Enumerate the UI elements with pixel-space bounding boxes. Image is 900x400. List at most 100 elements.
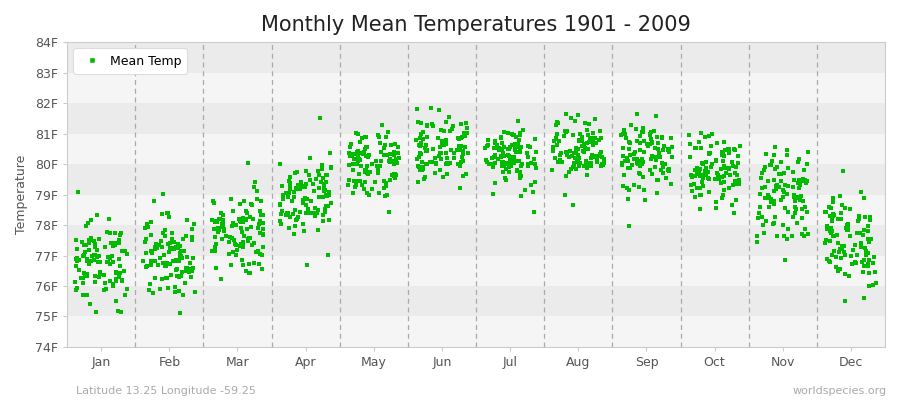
Point	[688, 194, 702, 200]
Point	[833, 265, 848, 272]
Point	[316, 174, 330, 181]
Point	[70, 284, 85, 291]
Point	[148, 244, 162, 250]
Point	[824, 230, 838, 236]
Point	[801, 230, 815, 237]
Point	[434, 150, 448, 156]
Point	[253, 250, 267, 257]
Point	[453, 162, 467, 169]
Point	[458, 132, 473, 139]
Point	[643, 140, 657, 147]
Point	[834, 216, 849, 222]
Point	[144, 218, 158, 225]
Point	[275, 192, 290, 198]
Point	[757, 230, 771, 236]
Point	[643, 131, 657, 137]
Point	[860, 261, 875, 267]
Point	[451, 161, 465, 167]
Point	[252, 220, 266, 227]
Point	[549, 135, 563, 141]
Point	[641, 142, 655, 149]
Point	[824, 216, 839, 223]
Point	[764, 199, 778, 205]
Point	[573, 131, 588, 137]
Point	[524, 160, 538, 167]
Point	[511, 158, 526, 164]
Point	[310, 210, 324, 216]
Point	[711, 172, 725, 178]
Point	[342, 162, 356, 168]
Point	[214, 236, 229, 242]
Point	[656, 170, 670, 176]
Point	[82, 246, 96, 253]
Point	[643, 132, 657, 138]
Point	[862, 216, 877, 223]
Point	[786, 214, 800, 220]
Point	[224, 262, 238, 268]
Point	[657, 161, 671, 168]
Point	[351, 148, 365, 154]
Point	[501, 145, 516, 152]
Point	[106, 281, 121, 288]
Point	[316, 212, 330, 218]
Point	[778, 204, 792, 211]
Point	[799, 161, 814, 167]
Point	[822, 257, 836, 264]
Point	[410, 118, 425, 125]
Point	[559, 129, 573, 135]
Point	[837, 204, 851, 211]
Point	[792, 156, 806, 162]
Point	[209, 218, 223, 224]
Point	[318, 209, 332, 216]
Point	[451, 136, 465, 142]
Point	[109, 276, 123, 282]
Point	[702, 149, 716, 156]
Point	[862, 239, 877, 245]
Point	[768, 214, 782, 220]
Point	[243, 269, 257, 276]
Point	[662, 168, 676, 174]
Point	[70, 246, 85, 252]
Point	[80, 272, 94, 279]
Point	[722, 166, 736, 172]
Point	[434, 126, 448, 133]
Point	[76, 270, 91, 277]
Point	[482, 161, 497, 167]
Point	[528, 161, 543, 167]
Point	[299, 210, 313, 216]
Point	[346, 166, 360, 173]
Point	[851, 216, 866, 222]
Point	[494, 154, 508, 160]
Point	[729, 180, 743, 187]
Point	[138, 224, 152, 231]
Point	[727, 170, 742, 177]
Point	[75, 274, 89, 281]
Point	[597, 156, 611, 162]
Point	[225, 208, 239, 214]
Point	[593, 135, 608, 141]
Point	[159, 275, 174, 281]
Point	[616, 153, 630, 160]
Point	[575, 138, 590, 144]
Point	[552, 138, 566, 144]
Point	[513, 143, 527, 150]
Point	[140, 221, 154, 228]
Point	[120, 250, 134, 257]
Point	[322, 216, 337, 223]
Point	[217, 228, 231, 234]
Point	[168, 256, 183, 263]
Point	[255, 252, 269, 258]
Point	[170, 273, 184, 279]
Point	[824, 218, 839, 224]
Point	[205, 217, 220, 223]
Point	[716, 158, 730, 165]
Point	[283, 180, 297, 186]
Point	[425, 121, 439, 127]
Point	[562, 148, 577, 154]
Point	[829, 254, 843, 261]
Point	[274, 211, 288, 217]
Point	[170, 266, 184, 273]
Point	[144, 232, 158, 238]
Point	[516, 127, 530, 133]
Point	[312, 184, 327, 191]
